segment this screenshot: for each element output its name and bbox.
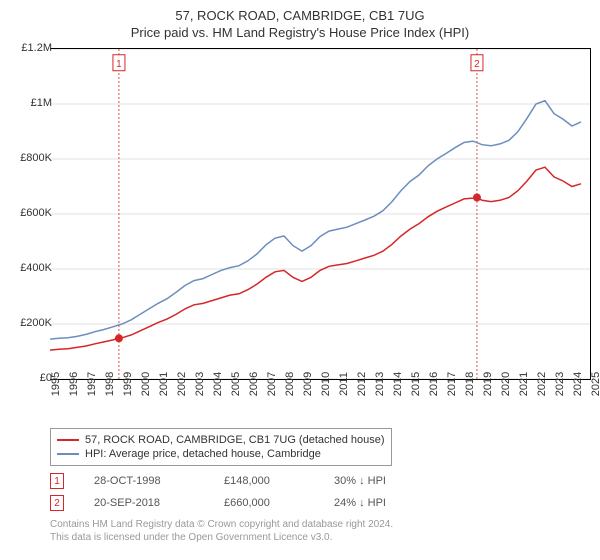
x-tick-label: 2000	[140, 372, 152, 396]
x-tick-label: 2024	[572, 372, 584, 396]
chart-plot-area: 12	[50, 48, 591, 380]
x-tick-label: 2017	[446, 372, 458, 396]
footer-line: Contains HM Land Registry data © Crown c…	[50, 518, 393, 531]
event-row: 1 28-OCT-1998 £148,000 30% ↓ HPI	[50, 470, 444, 492]
x-tick-label: 2004	[212, 372, 224, 396]
x-tick-label: 2006	[248, 372, 260, 396]
event-price: £148,000	[224, 475, 304, 487]
x-tick-label: 2011	[338, 372, 350, 396]
y-tick-label: £1.2M	[21, 42, 52, 54]
x-tick-label: 2010	[320, 372, 332, 396]
y-tick-label: £1M	[31, 97, 52, 109]
x-tick-label: 2020	[500, 372, 512, 396]
x-tick-label: 2013	[374, 372, 386, 396]
event-row: 2 20-SEP-2018 £660,000 24% ↓ HPI	[50, 492, 444, 514]
legend-box: 57, ROCK ROAD, CAMBRIDGE, CB1 7UG (detac…	[50, 428, 392, 466]
x-tick-label: 2022	[536, 372, 548, 396]
chart-svg: 12	[50, 49, 590, 379]
x-tick-label: 2005	[230, 372, 242, 396]
y-tick-label: £400K	[20, 262, 52, 274]
x-tick-label: 1995	[50, 372, 62, 396]
x-tick-label: 1997	[86, 372, 98, 396]
x-tick-label: 2019	[482, 372, 494, 396]
x-tick-label: 2008	[284, 372, 296, 396]
x-tick-label: 2021	[518, 372, 530, 396]
y-tick-label: £200K	[20, 317, 52, 329]
chart-title: 57, ROCK ROAD, CAMBRIDGE, CB1 7UG	[0, 8, 600, 23]
x-tick-label: 2001	[158, 372, 170, 396]
event-hpi: 30% ↓ HPI	[334, 475, 444, 487]
legend-swatch	[57, 439, 79, 441]
x-tick-label: 2025	[590, 372, 600, 396]
x-tick-label: 2007	[266, 372, 278, 396]
legend-item: HPI: Average price, detached house, Camb…	[57, 447, 385, 461]
event-price: £660,000	[224, 497, 304, 509]
x-tick-label: 1996	[68, 372, 80, 396]
x-tick-label: 2002	[176, 372, 188, 396]
footer-note: Contains HM Land Registry data © Crown c…	[50, 518, 393, 544]
x-tick-label: 1998	[104, 372, 116, 396]
legend-item: 57, ROCK ROAD, CAMBRIDGE, CB1 7UG (detac…	[57, 433, 385, 447]
event-date: 20-SEP-2018	[94, 497, 194, 509]
y-tick-label: £800K	[20, 152, 52, 164]
x-tick-label: 1999	[122, 372, 134, 396]
svg-text:2: 2	[474, 59, 480, 70]
event-date: 28-OCT-1998	[94, 475, 194, 487]
x-tick-label: 2012	[356, 372, 368, 396]
x-tick-label: 2009	[302, 372, 314, 396]
legend-label: HPI: Average price, detached house, Camb…	[85, 448, 321, 460]
title-area: 57, ROCK ROAD, CAMBRIDGE, CB1 7UG Price …	[0, 0, 600, 40]
event-marker: 2	[50, 495, 64, 511]
svg-text:1: 1	[116, 59, 122, 70]
x-tick-label: 2014	[392, 372, 404, 396]
x-tick-label: 2015	[410, 372, 422, 396]
chart-container: 57, ROCK ROAD, CAMBRIDGE, CB1 7UG Price …	[0, 0, 600, 560]
chart-subtitle: Price paid vs. HM Land Registry's House …	[0, 25, 600, 40]
y-tick-label: £600K	[20, 207, 52, 219]
legend-swatch	[57, 453, 79, 455]
events-table: 1 28-OCT-1998 £148,000 30% ↓ HPI 2 20-SE…	[50, 470, 444, 514]
x-tick-label: 2023	[554, 372, 566, 396]
event-hpi: 24% ↓ HPI	[334, 497, 444, 509]
x-tick-label: 2018	[464, 372, 476, 396]
x-tick-label: 2003	[194, 372, 206, 396]
legend-label: 57, ROCK ROAD, CAMBRIDGE, CB1 7UG (detac…	[85, 434, 385, 446]
x-tick-label: 2016	[428, 372, 440, 396]
footer-line: This data is licensed under the Open Gov…	[50, 531, 393, 544]
event-marker: 1	[50, 473, 64, 489]
